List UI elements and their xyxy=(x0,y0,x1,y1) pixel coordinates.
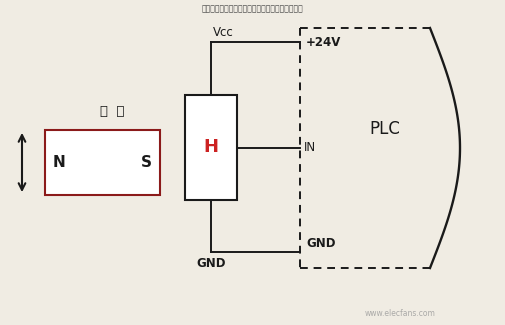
Text: Vcc: Vcc xyxy=(213,26,234,39)
Text: GND: GND xyxy=(306,237,335,250)
Bar xyxy=(185,95,237,200)
Text: IN: IN xyxy=(304,141,316,154)
Bar xyxy=(45,130,160,195)
Text: PLC: PLC xyxy=(369,120,400,138)
Text: GND: GND xyxy=(196,257,226,270)
Text: N: N xyxy=(53,155,65,170)
Text: www.elecfans.com: www.elecfans.com xyxy=(365,309,435,318)
Text: H: H xyxy=(204,138,219,157)
Text: +24V: +24V xyxy=(306,35,341,48)
Text: 霍尔传感器电路图大全（六种霍尔传感器电路图）: 霍尔传感器电路图大全（六种霍尔传感器电路图） xyxy=(201,4,303,13)
Text: 磁  钢: 磁 钢 xyxy=(100,105,125,118)
Text: S: S xyxy=(140,155,152,170)
